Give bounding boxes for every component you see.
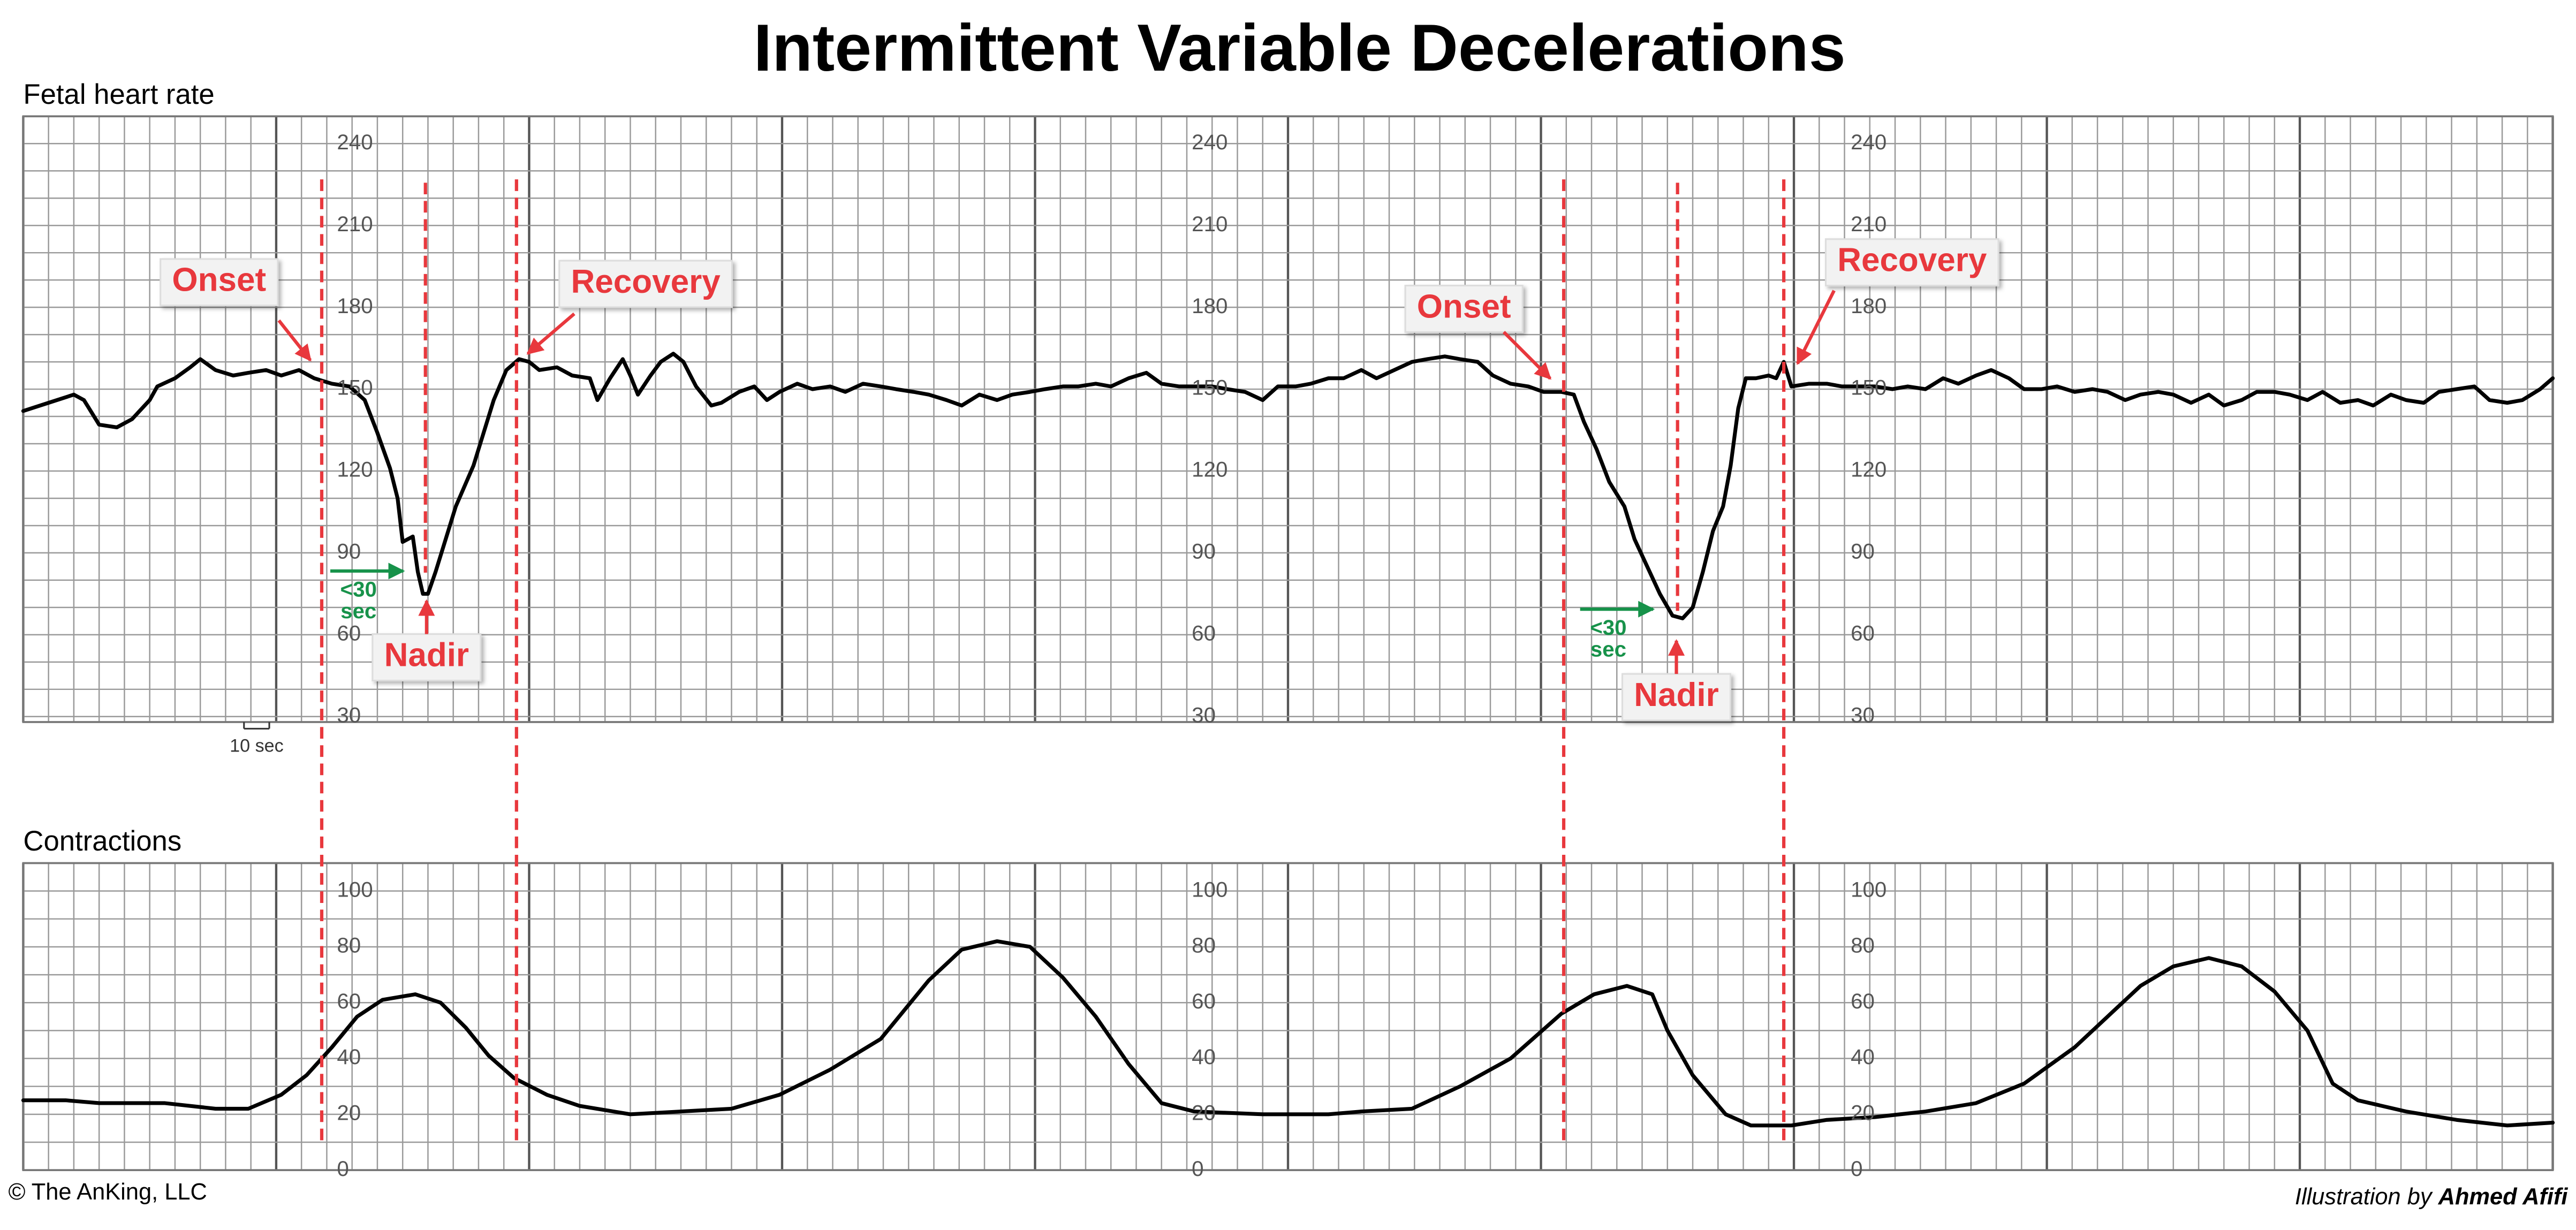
y-tick-label: 0	[337, 1157, 348, 1181]
scale-bar	[243, 722, 270, 730]
y-tick-label: 0	[1192, 1157, 1203, 1181]
line-layer	[21, 352, 2555, 1128]
annotation-box	[1404, 284, 1524, 333]
annotation: Recovery	[558, 260, 733, 308]
annotation: Recovery	[1824, 238, 1999, 287]
y-tick-label: 30	[1192, 703, 1216, 727]
y-tick-label: 80	[1192, 933, 1216, 958]
y-tick-label: 60	[1192, 989, 1216, 1013]
y-tick-label: 30	[1851, 703, 1875, 727]
annotation-box	[558, 260, 733, 308]
y-tick-label: 90	[337, 540, 361, 564]
annotation-layer: OnsetNadirRecoveryOnsetNadirRecovery<30s…	[160, 179, 1999, 1145]
y-tick-label: 40	[1851, 1045, 1875, 1069]
tick-label-layer: 30 30 30 60 60 60 90 90 90 120 120 120 150 150 150 180 1…	[337, 130, 1886, 1181]
y-tick-label: 40	[1192, 1045, 1216, 1069]
annotation-arrow	[1796, 290, 1836, 366]
y-tick-label: 240	[1192, 130, 1228, 154]
annotation-box	[1824, 238, 1999, 287]
y-tick-label: 60	[337, 621, 361, 645]
y-tick-label: 100	[1192, 877, 1228, 901]
fhr-title: Fetal heart rate	[23, 79, 214, 110]
interval-note: sec	[340, 599, 376, 623]
annotation-box	[1622, 673, 1732, 722]
annotation: Onset	[160, 258, 279, 307]
scale-bar-label: 10 sec	[230, 736, 283, 756]
y-tick-label: 40	[337, 1045, 361, 1069]
y-tick-label: 120	[1192, 458, 1228, 482]
annotation: Nadir	[372, 633, 482, 682]
y-tick-label: 0	[1851, 1157, 1862, 1181]
contractions-title: Contractions	[23, 825, 181, 857]
copyright: © The AnKing, LLC	[9, 1179, 207, 1205]
data-line	[21, 352, 2555, 620]
annotation: Onset	[1404, 284, 1524, 333]
y-tick-label: 150	[1192, 376, 1228, 400]
y-tick-label: 100	[337, 877, 373, 901]
annotation-box	[160, 258, 279, 307]
annotation-box	[372, 633, 482, 682]
y-tick-label: 210	[337, 212, 373, 236]
y-tick-label: 240	[337, 130, 373, 154]
y-tick-label: 30	[337, 703, 361, 727]
annotation-label: Onset	[172, 262, 266, 299]
annotation-label: Nadir	[384, 636, 469, 673]
y-tick-label: 60	[1851, 989, 1875, 1013]
annotation-arrow	[277, 319, 312, 362]
y-tick-label: 20	[1851, 1100, 1875, 1125]
plot-border	[22, 862, 2554, 1171]
y-tick-label: 150	[1851, 376, 1886, 400]
credit: Illustration by Ahmed Afifi	[2295, 1184, 2568, 1210]
y-tick-label: 60	[337, 989, 361, 1013]
y-tick-label: 210	[1851, 212, 1886, 236]
y-tick-label: 20	[337, 1100, 361, 1125]
annotation-label: Recovery	[571, 263, 721, 300]
y-tick-label: 180	[1851, 294, 1886, 318]
y-tick-label: 150	[337, 376, 373, 400]
credit-author: Ahmed Afifi	[2438, 1184, 2569, 1210]
interval-note: <30	[340, 578, 377, 602]
y-tick-label: 60	[1851, 621, 1875, 645]
annotation-label: Onset	[1417, 288, 1511, 325]
interval-note: <30	[1590, 616, 1626, 640]
y-tick-label: 20	[1192, 1100, 1216, 1125]
y-tick-label: 180	[1192, 294, 1228, 318]
y-tick-label: 90	[1851, 540, 1875, 564]
interval-note: sec	[1590, 637, 1626, 661]
y-tick-label: 90	[1192, 540, 1216, 564]
grid-layer	[22, 115, 2554, 1171]
credit-prefix: Illustration by	[2295, 1184, 2433, 1210]
annotation-arrow	[526, 312, 575, 355]
page-title: Intermittent Variable Decelerations	[754, 11, 1846, 85]
y-tick-label: 120	[337, 458, 373, 482]
y-tick-label: 240	[1851, 130, 1886, 154]
data-line	[21, 939, 2555, 1128]
y-tick-label: 100	[1851, 877, 1886, 901]
y-tick-label: 210	[1192, 212, 1228, 236]
annotation-arrow	[1502, 331, 1552, 380]
y-tick-label: 120	[1851, 458, 1886, 482]
plot-border	[22, 115, 2554, 723]
y-tick-label: 180	[337, 294, 373, 318]
annotation-label: Nadir	[1634, 677, 1718, 713]
annotation: Nadir	[1622, 673, 1732, 722]
y-tick-label: 60	[1192, 621, 1216, 645]
y-tick-label: 80	[337, 933, 361, 958]
y-tick-label: 80	[1851, 933, 1875, 958]
annotation-label: Recovery	[1837, 242, 1987, 279]
